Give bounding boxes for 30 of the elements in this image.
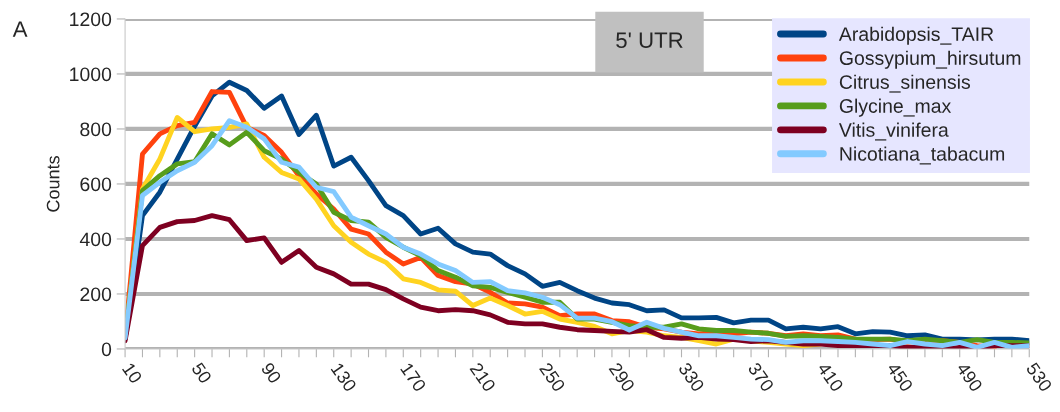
x-tick-label: 170 [400, 362, 427, 393]
legend-label: Glycine_max [839, 98, 952, 117]
x-tick-label: 490 [955, 361, 984, 393]
legend-label: Gossypium_hirsutum [839, 50, 1021, 69]
x-tick-label: 210 [469, 361, 497, 393]
y-tick-label: 1000 [70, 67, 112, 82]
y-tick-label: 400 [79, 232, 112, 247]
annotation: 5' UTR [616, 32, 683, 49]
y-tick-label: 1200 [70, 12, 112, 27]
x-tick-label: 90 [260, 361, 282, 385]
text: A [12, 21, 28, 37]
y-tick-label: 200 [80, 287, 112, 302]
x-tick-label: 410 [816, 361, 844, 393]
x-tick-label: 330 [677, 361, 705, 393]
x-tick-label: 250 [538, 361, 566, 393]
x-tick-label: 530 [1025, 361, 1053, 393]
legend-label: Vitis_vinifera [838, 122, 949, 141]
y-tick-label: 0 [101, 342, 112, 357]
x-tick-label: 130 [330, 362, 358, 393]
x-tick-label: 50 [191, 361, 213, 385]
x-tick-label: 370 [747, 361, 775, 393]
y-tick-label: 800 [80, 122, 112, 137]
y-tick-label: 600 [80, 177, 112, 192]
legend-label: Nicotiana_tabacum [840, 146, 1005, 165]
x-tick-label: 290 [608, 361, 636, 393]
legend-label: Arabidopsis_TAIR [838, 26, 994, 45]
y-axis-title: Counts [46, 156, 60, 212]
x-tick-label: 450 [886, 361, 914, 393]
x-tick-label: 10 [121, 362, 143, 385]
legend-label: Citrus_sinensis [839, 74, 971, 93]
